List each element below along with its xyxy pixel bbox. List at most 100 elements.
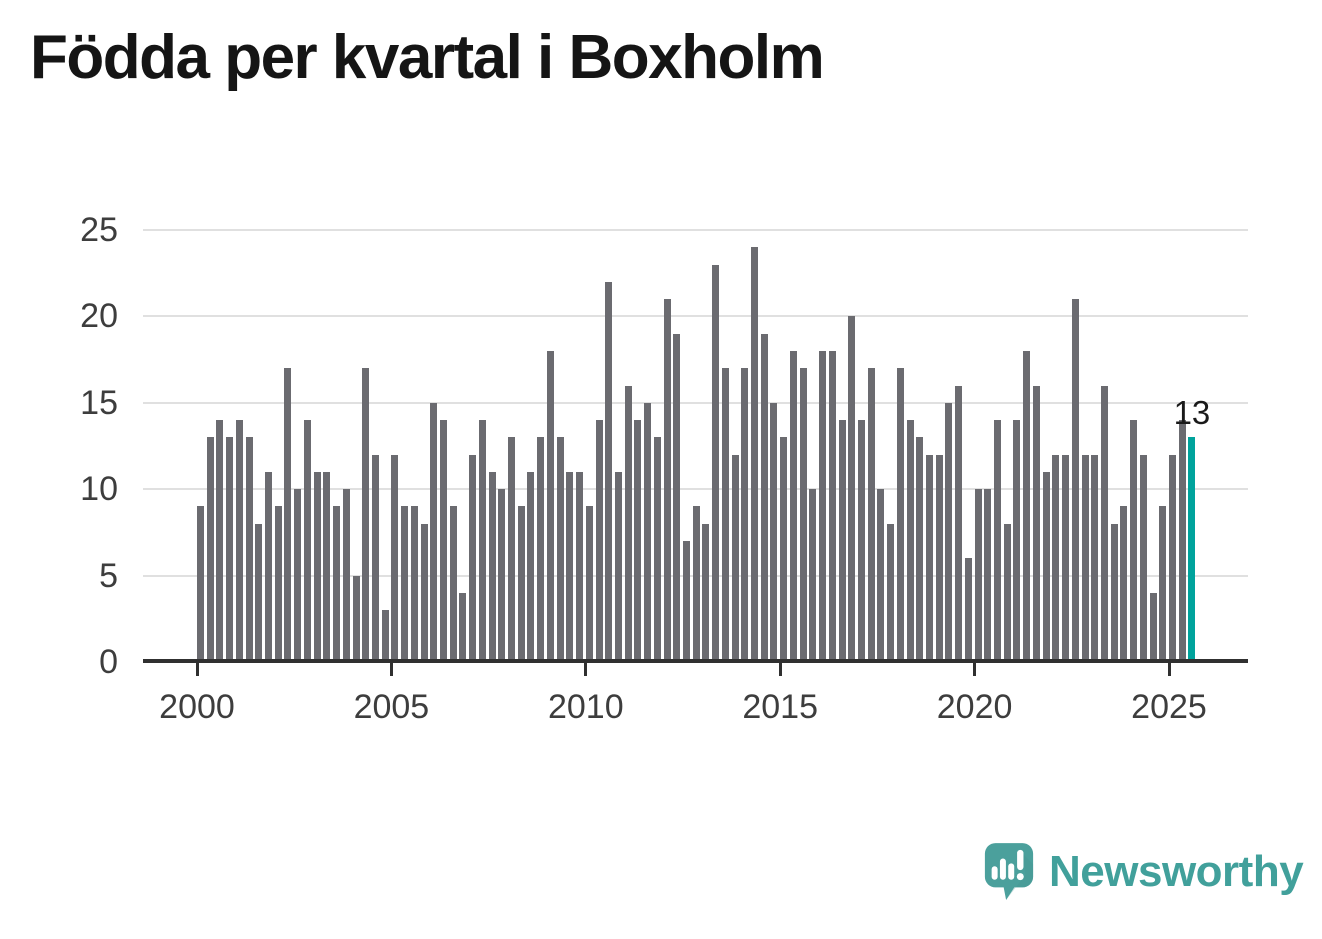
- bar: [430, 402, 438, 662]
- bar: [410, 506, 418, 662]
- plot-area: 13: [143, 229, 1248, 662]
- bar: [809, 489, 817, 662]
- bar: [857, 420, 865, 662]
- gridline: [143, 401, 1248, 404]
- bar: [712, 264, 720, 662]
- bar: [401, 506, 409, 662]
- bar: [1023, 350, 1031, 662]
- bar: [576, 471, 584, 662]
- bar: [955, 385, 963, 662]
- bar: [751, 247, 759, 662]
- bar: [984, 489, 992, 662]
- bar: [1081, 454, 1089, 662]
- bar: [527, 471, 535, 662]
- x-axis-tick: [973, 663, 977, 676]
- bar: [1110, 523, 1118, 662]
- bar: [896, 368, 904, 662]
- newsworthy-wordmark: Newsworthy: [1049, 847, 1304, 896]
- x-axis-tick: [389, 663, 393, 676]
- bar: [605, 281, 613, 662]
- bar: [313, 471, 321, 662]
- bar: [469, 454, 477, 662]
- bar: [1149, 592, 1157, 662]
- bar: [478, 420, 486, 662]
- bar: [1169, 454, 1176, 662]
- x-axis-tick: [778, 663, 782, 676]
- y-axis-tick-label: 25: [80, 211, 118, 249]
- bar: [799, 368, 807, 662]
- bar: [197, 506, 204, 662]
- bar: [935, 454, 943, 662]
- bar: [760, 333, 768, 662]
- bar: [333, 506, 341, 662]
- bar: [352, 575, 360, 662]
- bar: [1130, 420, 1138, 662]
- newsworthy-brand: Newsworthy: [982, 840, 1304, 904]
- bar: [614, 471, 622, 662]
- bar: [877, 489, 885, 662]
- gridline: [143, 229, 1248, 231]
- bar: [828, 350, 836, 662]
- bar: [206, 437, 214, 662]
- bar: [683, 541, 690, 662]
- bar: [1042, 471, 1050, 662]
- bar: [926, 454, 933, 662]
- newsworthy-logo-icon: [984, 843, 1034, 900]
- bar-value-label: 13: [1173, 393, 1211, 431]
- bar: [391, 454, 399, 662]
- bar: [731, 454, 739, 662]
- bar: [488, 471, 496, 662]
- bar: [1062, 454, 1070, 662]
- bar: [964, 558, 972, 662]
- bar: [294, 489, 302, 662]
- x-axis-tick: [195, 663, 199, 676]
- x-axis-tick: [1167, 663, 1171, 676]
- bar: [1178, 420, 1186, 662]
- bar: [585, 506, 593, 662]
- bar: [1100, 385, 1108, 662]
- bar: [974, 489, 982, 662]
- x-axis-tick-label: 2005: [353, 688, 430, 726]
- bar: [887, 523, 895, 662]
- y-axis-tick-label: 5: [99, 556, 118, 595]
- x-axis-tick-label: 2020: [936, 688, 1013, 726]
- x-axis-tick-label: 2000: [159, 688, 235, 726]
- bar: [673, 333, 681, 662]
- gridline: [143, 315, 1248, 318]
- bar: [420, 523, 428, 662]
- bar: [381, 610, 389, 662]
- bar: [303, 420, 311, 662]
- x-axis-tick-label: 2015: [742, 688, 818, 726]
- bar: [274, 506, 282, 662]
- bar: [371, 454, 379, 662]
- bar: [1091, 454, 1099, 662]
- chart-title: Födda per kvartal i Boxholm: [30, 23, 825, 92]
- bar: [780, 437, 788, 662]
- bar: [1139, 454, 1147, 662]
- bar: [546, 350, 554, 662]
- bar: [517, 506, 525, 662]
- x-axis-line: [143, 659, 1248, 663]
- bar: [245, 437, 253, 662]
- bar: [1120, 506, 1128, 662]
- bar: [692, 506, 700, 662]
- bar: [440, 420, 447, 662]
- bar: [770, 402, 778, 662]
- bar: [1032, 385, 1040, 662]
- bar: [1071, 299, 1079, 662]
- x-axis-tick-label: 2025: [1131, 688, 1207, 726]
- bar: [537, 437, 545, 662]
- bar: [906, 420, 914, 662]
- bar: [323, 471, 331, 662]
- bar: [819, 350, 827, 662]
- bar: [284, 368, 292, 662]
- bar: [867, 368, 875, 662]
- bar: [721, 368, 729, 662]
- bar: [226, 437, 234, 662]
- bar: [634, 420, 642, 662]
- bar: [508, 437, 516, 662]
- bar: [741, 368, 749, 662]
- bar: [663, 299, 671, 662]
- bar: [449, 506, 457, 662]
